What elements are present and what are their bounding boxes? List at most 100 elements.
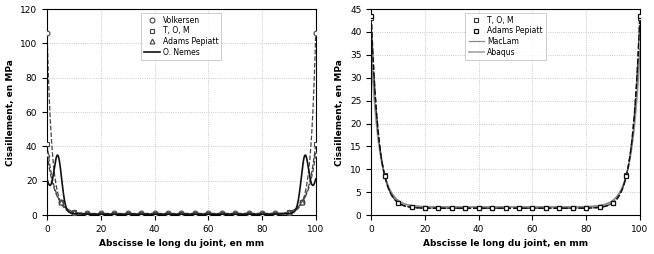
- Abaqus: [579, 205, 587, 208]
- Abaqus: [368, 52, 375, 55]
- T, O, M: [569, 207, 577, 210]
- Adams Pepiatt: [111, 213, 118, 216]
- T, O, M: [271, 212, 279, 215]
- Abaqus: [628, 143, 636, 146]
- X-axis label: Abscisse le long du joint, en mm: Abscisse le long du joint, en mm: [99, 240, 264, 248]
- Abaqus: [502, 205, 509, 209]
- Volkersen: [150, 212, 158, 215]
- Adams Pepiatt: [124, 213, 131, 216]
- T, O, M: [298, 201, 306, 204]
- Adams Pepiatt: [57, 201, 65, 204]
- T, O, M: [231, 213, 239, 216]
- Volkersen: [70, 211, 78, 214]
- Volkersen: [204, 212, 212, 215]
- T, O, M: [204, 213, 212, 216]
- T, O, M: [475, 207, 483, 210]
- T, O, M: [150, 213, 158, 216]
- Adams Pepiatt: [177, 213, 185, 216]
- Adams Pepiatt: [70, 210, 78, 213]
- Adams Pepiatt: [636, 14, 644, 18]
- T, O, M: [461, 207, 469, 210]
- Volkersen: [245, 212, 252, 215]
- Y-axis label: Cisaillement, en MPa: Cisaillement, en MPa: [5, 59, 14, 166]
- Line: T, O, M: T, O, M: [369, 16, 642, 211]
- Adams Pepiatt: [555, 207, 563, 210]
- Adams Pepiatt: [502, 207, 509, 210]
- T, O, M: [258, 213, 266, 216]
- Adams Pepiatt: [582, 207, 590, 210]
- T, O, M: [218, 213, 226, 216]
- Line: Volkersen: Volkersen: [44, 31, 318, 216]
- Adams Pepiatt: [528, 207, 536, 210]
- Adams Pepiatt: [448, 207, 456, 210]
- T, O, M: [285, 211, 293, 214]
- Adams Pepiatt: [623, 174, 630, 177]
- Volkersen: [271, 212, 279, 215]
- MacLam: [381, 174, 389, 178]
- Adams Pepiatt: [137, 213, 145, 216]
- T, O, M: [542, 207, 550, 210]
- Adams Pepiatt: [609, 201, 617, 204]
- T, O, M: [245, 213, 252, 216]
- O. Nemes: [177, 213, 185, 216]
- T, O, M: [57, 201, 65, 204]
- Legend: Volkersen, T, O, M, Adams Pepiatt, O. Nemes: Volkersen, T, O, M, Adams Pepiatt, O. Ne…: [141, 13, 222, 60]
- T, O, M: [111, 213, 118, 216]
- T, O, M: [164, 213, 172, 216]
- Legend: T, O, M, Adams Pepiatt, MacLam, Abaqus: T, O, M, Adams Pepiatt, MacLam, Abaqus: [466, 13, 545, 60]
- Volkersen: [298, 200, 306, 203]
- T, O, M: [43, 142, 51, 145]
- Volkersen: [97, 212, 105, 215]
- Volkersen: [124, 212, 131, 215]
- Abaqus: [636, 52, 644, 55]
- Adams Pepiatt: [258, 213, 266, 216]
- Line: Adams Pepiatt: Adams Pepiatt: [44, 152, 318, 217]
- Adams Pepiatt: [298, 201, 306, 204]
- Adams Pepiatt: [312, 153, 320, 156]
- O. Nemes: [54, 154, 61, 157]
- MacLam: [498, 205, 506, 209]
- T, O, M: [488, 207, 496, 210]
- T, O, M: [97, 213, 105, 216]
- Adams Pepiatt: [596, 206, 604, 209]
- T, O, M: [448, 207, 456, 210]
- O. Nemes: [167, 213, 175, 216]
- Adams Pepiatt: [407, 206, 415, 209]
- T, O, M: [515, 207, 523, 210]
- Volkersen: [231, 212, 239, 215]
- T, O, M: [596, 206, 604, 209]
- Volkersen: [57, 200, 65, 203]
- T, O, M: [381, 174, 388, 177]
- Volkersen: [191, 212, 199, 215]
- Volkersen: [177, 212, 185, 215]
- Adams Pepiatt: [569, 207, 577, 210]
- T, O, M: [528, 207, 536, 210]
- T, O, M: [636, 17, 644, 20]
- MacLam: [636, 47, 644, 51]
- Line: MacLam: MacLam: [371, 49, 640, 207]
- MacLam: [490, 205, 498, 209]
- Line: T, O, M: T, O, M: [44, 141, 318, 217]
- Volkersen: [218, 212, 226, 215]
- Line: Abaqus: Abaqus: [371, 54, 640, 207]
- Abaqus: [381, 175, 389, 178]
- Abaqus: [498, 205, 506, 209]
- Adams Pepiatt: [97, 213, 105, 216]
- Volkersen: [84, 212, 92, 215]
- Abaqus: [628, 144, 636, 147]
- T, O, M: [502, 207, 509, 210]
- Volkersen: [137, 212, 145, 215]
- O. Nemes: [57, 171, 65, 174]
- Volkersen: [43, 31, 51, 35]
- O. Nemes: [312, 178, 320, 181]
- Adams Pepiatt: [461, 207, 469, 210]
- T, O, M: [434, 207, 442, 210]
- O. Nemes: [43, 178, 51, 181]
- Adams Pepiatt: [84, 212, 92, 215]
- T, O, M: [124, 213, 131, 216]
- Adams Pepiatt: [394, 201, 402, 204]
- T, O, M: [609, 201, 617, 204]
- Adams Pepiatt: [488, 207, 496, 210]
- T, O, M: [582, 207, 590, 210]
- T, O, M: [177, 213, 185, 216]
